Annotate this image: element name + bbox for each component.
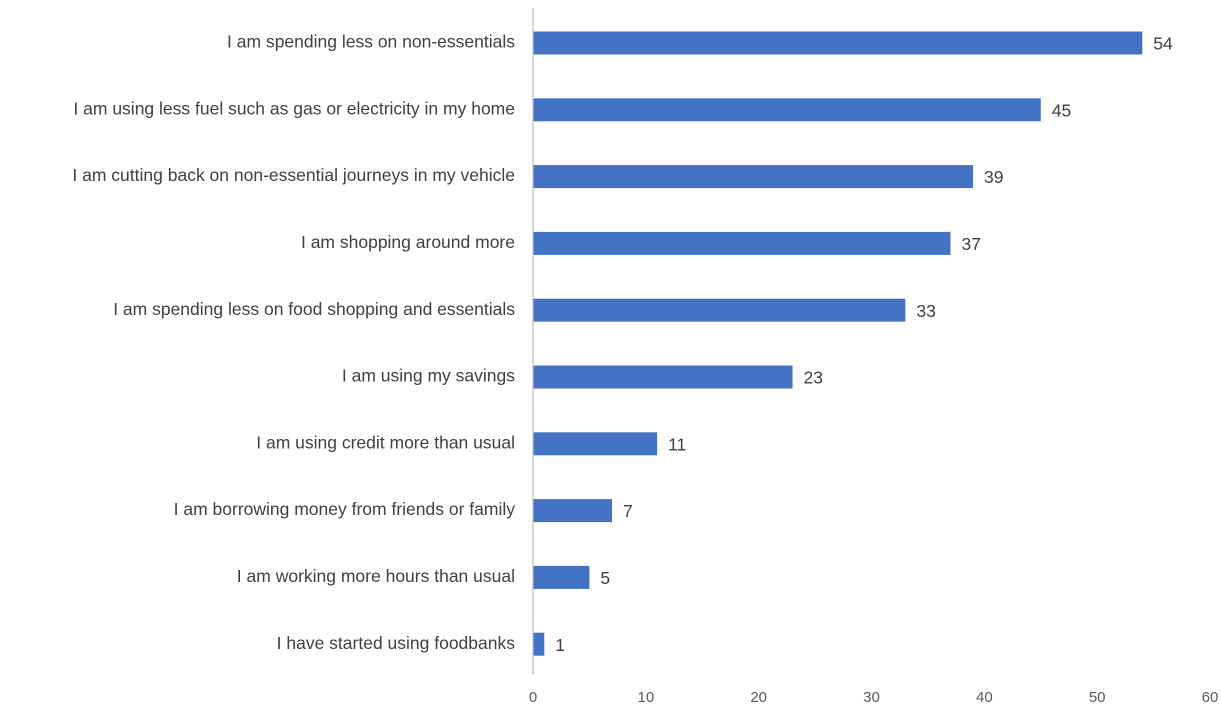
x-tick-label: 40 (976, 689, 993, 706)
category-label: I am cutting back on non-essential journ… (72, 165, 515, 185)
category-labels-group: I am spending less on non-essentials I am… (72, 32, 515, 653)
x-tick-label: 0 (529, 689, 537, 706)
category-label: I have started using foodbanks (277, 633, 516, 653)
x-tick-label: 20 (750, 689, 767, 706)
category-label: I am spending less on non-essentials (227, 32, 515, 52)
bar (533, 298, 906, 322)
bar (533, 632, 545, 656)
category-label: I am using my savings (342, 366, 515, 386)
data-label: 23 (804, 368, 823, 388)
bars-group (533, 31, 1143, 656)
data-label: 54 (1153, 34, 1173, 54)
category-label: I am using less fuel such as gas or elec… (73, 98, 515, 118)
category-label: I am borrowing money from friends or fam… (174, 499, 516, 519)
category-label: I am shopping around more (301, 232, 515, 252)
x-tick-label: 10 (637, 689, 654, 706)
data-labels-group: 54 45 39 37 33 23 11 7 5 1 (555, 34, 1173, 655)
x-tick-label: 50 (1089, 689, 1106, 706)
bar (533, 565, 590, 589)
data-label: 45 (1052, 100, 1071, 120)
bar (533, 231, 951, 255)
bar (533, 499, 612, 523)
data-label: 1 (555, 635, 565, 655)
bar (533, 365, 793, 389)
bar (533, 165, 974, 189)
x-axis-tick-labels-group: 0 10 20 30 40 50 60 (529, 689, 1219, 706)
category-label: I am spending less on food shopping and … (113, 299, 515, 319)
data-label: 37 (961, 234, 980, 254)
data-label: 5 (600, 568, 610, 588)
category-label: I am using credit more than usual (256, 432, 515, 452)
data-label: 39 (984, 167, 1003, 187)
x-tick-label: 30 (863, 689, 880, 706)
bar (533, 31, 1143, 55)
data-label: 11 (668, 434, 686, 454)
bar (533, 432, 658, 456)
data-label: 7 (623, 501, 633, 521)
data-label: 33 (916, 301, 935, 321)
category-label: I am working more hours than usual (237, 566, 515, 586)
x-tick-label: 60 (1202, 689, 1219, 706)
bar (533, 98, 1041, 122)
